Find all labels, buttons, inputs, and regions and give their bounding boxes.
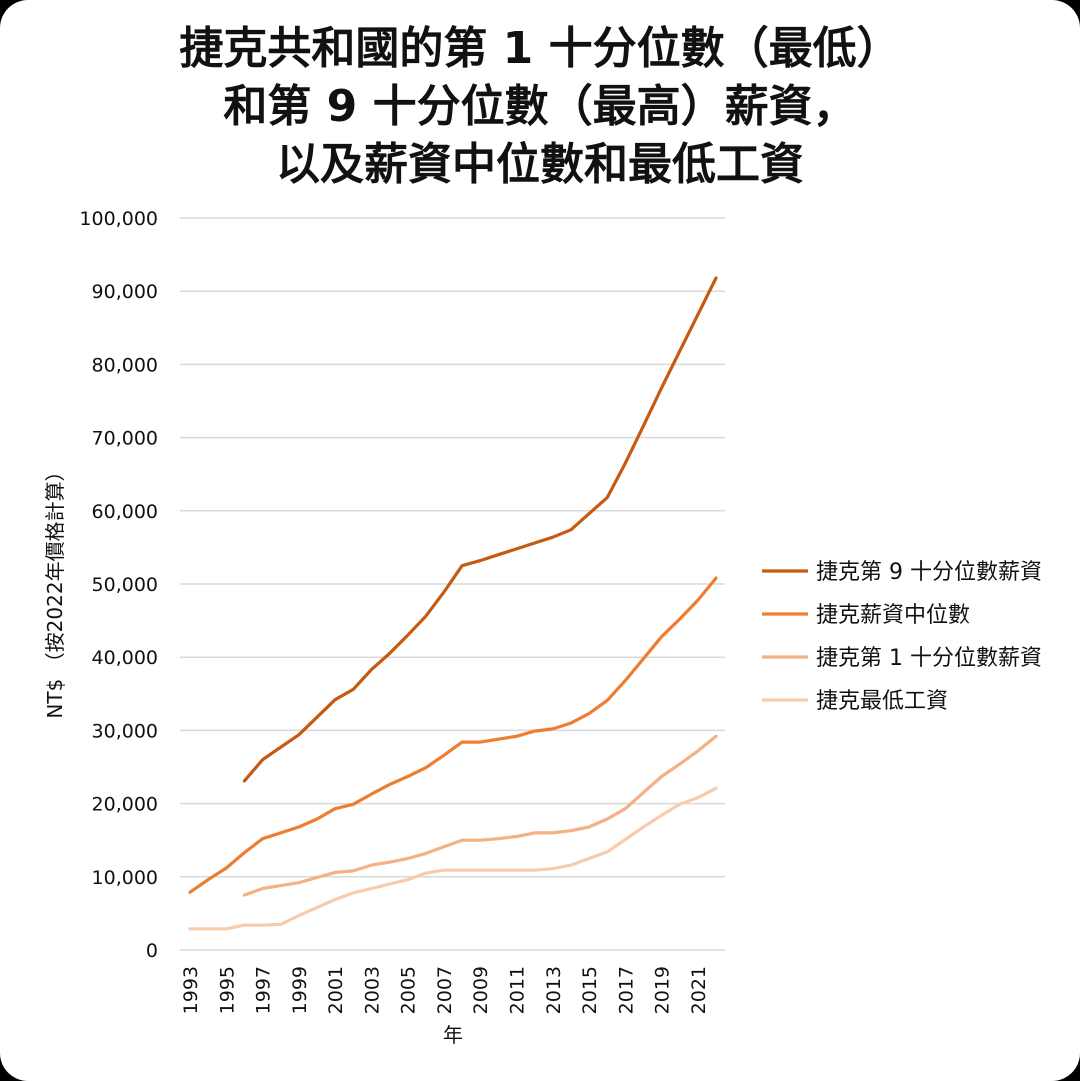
x-axis-ticks: 1993 1995 1997 1999 2001 2003 2005 2007 2009 2011… xyxy=(180,966,710,1014)
x-tick-label: 1997 xyxy=(253,966,275,1014)
y-tick-label: 40,000 xyxy=(92,647,158,669)
legend-label-1: 捷克第 9 十分位數薪資 xyxy=(816,560,1042,585)
x-tick-label: 2011 xyxy=(506,966,528,1014)
y-tick-label: 30,000 xyxy=(92,720,158,742)
x-tick-label: 2009 xyxy=(470,966,492,1014)
chart-title: 捷克共和國的第 1 十分位數（最低） 和第 9 十分位數（最高）薪資， 以及薪資… xyxy=(0,20,1080,194)
chart-title-line-3: 以及薪資中位數和最低工資 xyxy=(276,139,804,190)
legend-label-2: 捷克薪資中位數 xyxy=(816,603,970,628)
x-tick-label: 1995 xyxy=(216,966,238,1014)
y-axis-label: NT$ （按2022年價格計算） xyxy=(43,461,67,718)
y-tick-label: 20,000 xyxy=(92,794,158,816)
series-line-1 xyxy=(242,276,718,783)
series-lines xyxy=(188,276,718,931)
y-axis-ticks: 0 10,000 20,000 30,000 40,000 50,000 60,000 70,… xyxy=(79,208,158,962)
x-axis-label: 年 xyxy=(443,1023,463,1047)
x-tick-label: 2013 xyxy=(543,966,565,1014)
x-tick-label: 2021 xyxy=(688,966,710,1014)
y-tick-label: 10,000 xyxy=(92,867,158,889)
x-tick-label: 1993 xyxy=(180,966,202,1014)
series-line-4 xyxy=(188,786,718,931)
legend-label-4: 捷克最低工資 xyxy=(816,689,948,714)
legend-label-3: 捷克第 1 十分位數薪資 xyxy=(816,646,1042,671)
x-tick-label: 2001 xyxy=(325,966,347,1014)
chart-title-line-1: 捷克共和國的第 1 十分位數（最低） xyxy=(179,23,901,74)
x-tick-label: 2019 xyxy=(652,966,674,1014)
y-tick-label: 70,000 xyxy=(92,428,158,450)
grid xyxy=(180,217,725,951)
y-tick-label: 80,000 xyxy=(92,354,158,376)
y-tick-label: 100,000 xyxy=(79,208,158,230)
x-tick-label: 2003 xyxy=(361,966,383,1014)
series-line-3 xyxy=(242,734,718,897)
y-tick-label: 90,000 xyxy=(92,281,158,303)
x-tick-label: 2015 xyxy=(579,966,601,1014)
y-tick-label: 0 xyxy=(146,940,158,962)
chart-title-line-2: 和第 9 十分位數（最高）薪資， xyxy=(223,81,857,132)
x-tick-label: 2005 xyxy=(398,966,420,1014)
x-tick-label: 2007 xyxy=(434,966,456,1014)
x-tick-label: 2017 xyxy=(615,966,637,1014)
y-tick-label: 60,000 xyxy=(92,501,158,523)
series-line-2 xyxy=(188,576,718,894)
y-tick-label: 50,000 xyxy=(92,574,158,596)
x-tick-label: 1999 xyxy=(289,966,311,1014)
